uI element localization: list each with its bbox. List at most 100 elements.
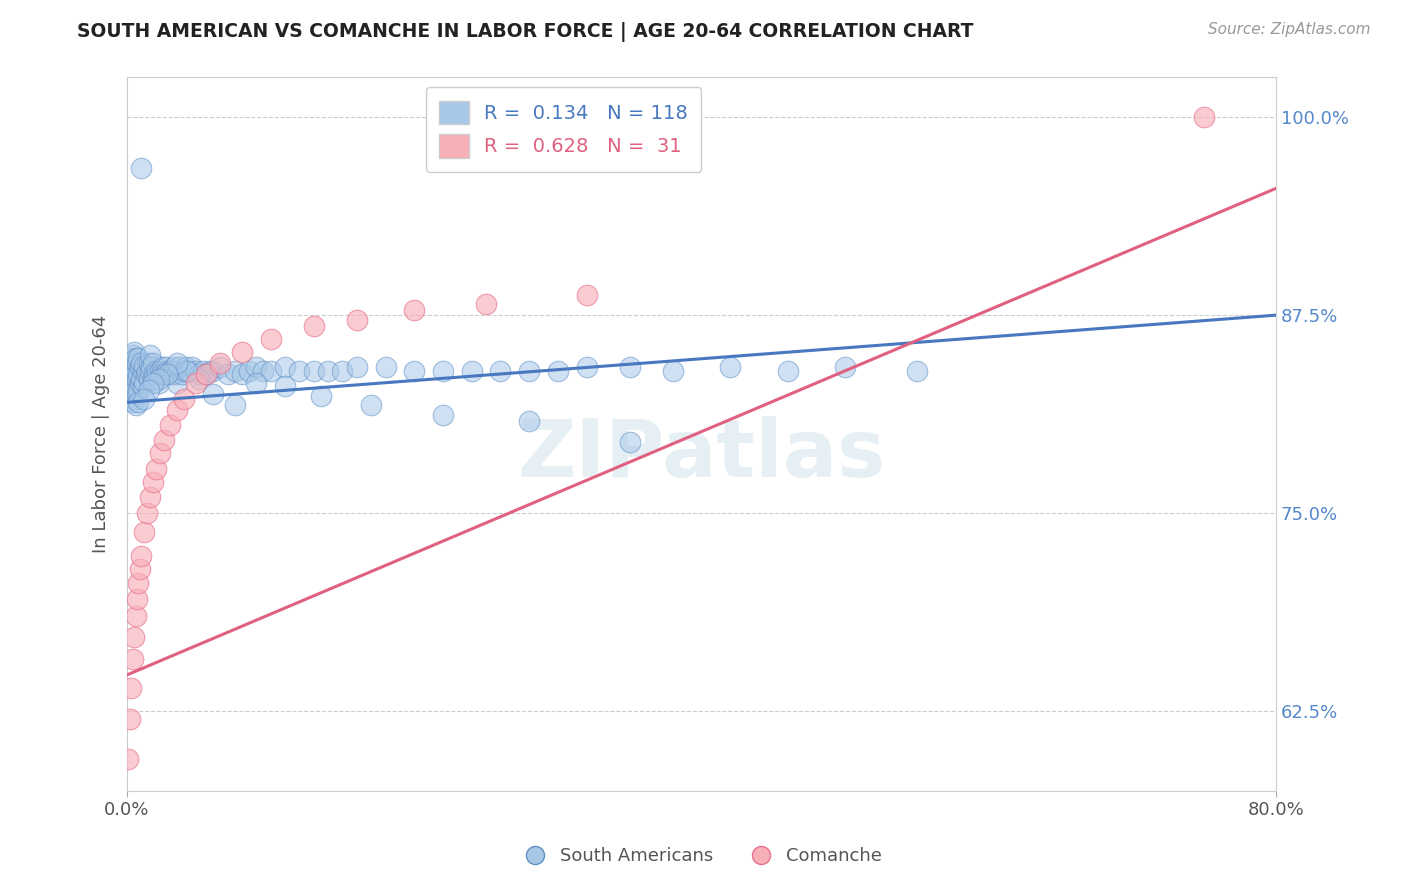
Point bbox=[177, 364, 200, 378]
Point bbox=[129, 360, 152, 375]
Point bbox=[517, 364, 540, 378]
Legend: R =  0.134   N = 118, R =  0.628   N =  31: R = 0.134 N = 118, R = 0.628 N = 31 bbox=[426, 87, 702, 171]
Point bbox=[149, 364, 172, 378]
Point bbox=[117, 752, 139, 766]
Point bbox=[346, 360, 368, 375]
Point bbox=[118, 371, 141, 385]
Point bbox=[122, 360, 145, 375]
Point bbox=[316, 364, 339, 378]
Point bbox=[202, 387, 225, 401]
Point bbox=[173, 364, 195, 378]
Point bbox=[129, 376, 152, 391]
Point bbox=[776, 364, 799, 378]
Point bbox=[274, 379, 297, 393]
Point bbox=[187, 371, 209, 385]
Point bbox=[121, 395, 143, 409]
Point bbox=[118, 712, 141, 726]
Point bbox=[166, 356, 188, 370]
Point bbox=[127, 367, 149, 381]
Point bbox=[302, 319, 325, 334]
Point bbox=[132, 379, 155, 393]
Point bbox=[718, 360, 741, 375]
Point bbox=[145, 364, 167, 378]
Point bbox=[142, 376, 165, 391]
Point bbox=[148, 376, 170, 391]
Point bbox=[180, 360, 202, 375]
Point bbox=[432, 364, 454, 378]
Point bbox=[120, 383, 142, 397]
Point bbox=[834, 360, 856, 375]
Point bbox=[136, 506, 159, 520]
Point bbox=[159, 364, 181, 378]
Point bbox=[125, 371, 148, 385]
Point bbox=[200, 364, 222, 378]
Point bbox=[142, 475, 165, 489]
Point bbox=[138, 356, 160, 370]
Point bbox=[165, 367, 187, 381]
Point bbox=[127, 576, 149, 591]
Point bbox=[195, 367, 218, 381]
Point bbox=[138, 371, 160, 385]
Point bbox=[121, 364, 143, 378]
Point bbox=[547, 364, 569, 378]
Point bbox=[150, 367, 173, 381]
Point bbox=[160, 367, 183, 381]
Point bbox=[202, 364, 225, 378]
Point bbox=[157, 367, 180, 381]
Point bbox=[575, 360, 598, 375]
Point bbox=[191, 364, 214, 378]
Point bbox=[124, 383, 146, 397]
Point bbox=[125, 591, 148, 606]
Point bbox=[238, 364, 260, 378]
Point bbox=[139, 491, 162, 505]
Point bbox=[120, 351, 142, 365]
Point bbox=[127, 395, 149, 409]
Point bbox=[288, 364, 311, 378]
Point bbox=[120, 367, 142, 381]
Y-axis label: In Labor Force | Age 20-64: In Labor Force | Age 20-64 bbox=[93, 315, 110, 553]
Point bbox=[184, 376, 207, 391]
Point bbox=[619, 360, 641, 375]
Point bbox=[121, 652, 143, 666]
Point bbox=[259, 364, 281, 378]
Point bbox=[149, 446, 172, 460]
Point bbox=[122, 344, 145, 359]
Point bbox=[166, 376, 188, 391]
Text: SOUTH AMERICAN VS COMANCHE IN LABOR FORCE | AGE 20-64 CORRELATION CHART: SOUTH AMERICAN VS COMANCHE IN LABOR FORC… bbox=[77, 22, 974, 42]
Point bbox=[134, 525, 156, 540]
Point bbox=[131, 371, 153, 385]
Point bbox=[148, 371, 170, 385]
Point bbox=[184, 364, 207, 378]
Point bbox=[475, 297, 498, 311]
Point bbox=[124, 609, 146, 624]
Point bbox=[404, 364, 426, 378]
Point bbox=[187, 367, 209, 381]
Point bbox=[259, 332, 281, 346]
Point bbox=[489, 364, 512, 378]
Point bbox=[142, 371, 165, 385]
Point bbox=[360, 399, 382, 413]
Point bbox=[209, 356, 232, 370]
Point bbox=[127, 351, 149, 365]
Point bbox=[231, 367, 253, 381]
Point bbox=[170, 367, 193, 381]
Point bbox=[131, 161, 153, 175]
Point bbox=[231, 344, 253, 359]
Text: ZIPatlas: ZIPatlas bbox=[517, 417, 886, 494]
Point bbox=[224, 399, 246, 413]
Point bbox=[166, 403, 188, 417]
Point bbox=[224, 364, 246, 378]
Point bbox=[432, 408, 454, 422]
Point bbox=[152, 360, 174, 375]
Point bbox=[163, 360, 186, 375]
Legend: South Americans, Comanche: South Americans, Comanche bbox=[517, 840, 889, 872]
Point bbox=[346, 313, 368, 327]
Point bbox=[309, 389, 332, 403]
Point bbox=[132, 364, 155, 378]
Point bbox=[575, 287, 598, 301]
Point bbox=[274, 360, 297, 375]
Point bbox=[245, 360, 267, 375]
Point bbox=[174, 360, 197, 375]
Point bbox=[404, 303, 426, 318]
Point bbox=[121, 379, 143, 393]
